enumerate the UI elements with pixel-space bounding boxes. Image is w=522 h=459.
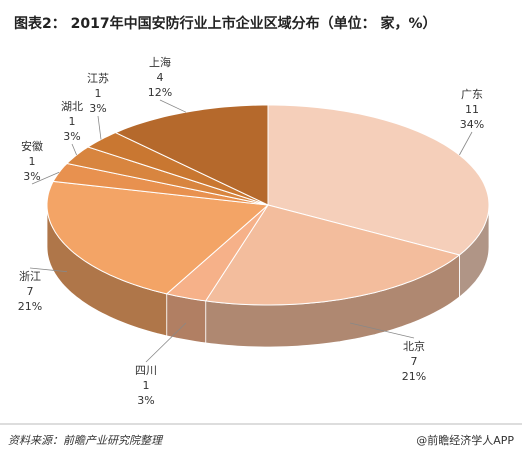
label-percent: 3%	[23, 170, 40, 183]
leader-line	[145, 322, 187, 363]
leader-line	[71, 143, 77, 156]
label-percent: 12%	[148, 86, 172, 99]
label-percent: 3%	[137, 394, 154, 407]
leader-line	[97, 115, 102, 140]
slice	[165, 204, 269, 302]
label-name: 安徽	[21, 139, 43, 153]
leader-line	[29, 267, 68, 273]
label-percent: 3%	[63, 130, 80, 143]
label-value: 7	[27, 285, 34, 298]
label-value: 1	[69, 115, 76, 128]
label-name: 上海	[149, 55, 171, 69]
label-percent: 3%	[89, 102, 106, 115]
label-percent: 34%	[460, 118, 484, 131]
label-percent: 21%	[402, 370, 426, 383]
leader-line	[459, 131, 473, 156]
leader-line	[350, 322, 415, 339]
label-value: 1	[29, 155, 36, 168]
label-value: 1	[143, 379, 150, 392]
label-value: 4	[157, 71, 164, 84]
label-name: 江苏	[87, 72, 109, 85]
label-name: 湖北	[61, 100, 83, 113]
slice	[204, 204, 461, 306]
label-name: 四川	[135, 364, 157, 377]
leader-line	[159, 99, 187, 113]
labels: 广东 11 34% 北京 7 21% 四川 1 3% 浙江 7 21% 安徽 1 3% 湖北 1 3% 江苏 1 3% 上…	[18, 55, 484, 407]
label-value: 1	[95, 87, 102, 100]
source: 资料来源：前瞻产业研究院整理	[8, 434, 164, 447]
chart-title: 图表2： 2017年中国安防行业上市企业区域分布（单位： 家，%）	[14, 15, 436, 32]
credit: @前瞻经济学人APP	[416, 433, 514, 447]
leader-line	[31, 171, 60, 185]
label-percent: 21%	[18, 300, 42, 313]
label-name: 广东	[461, 88, 483, 101]
pie	[46, 104, 490, 348]
label-value: 11	[465, 103, 479, 116]
slice	[46, 180, 270, 295]
label-name: 浙江	[19, 270, 41, 283]
label-name: 北京	[403, 339, 425, 353]
label-value: 7	[411, 355, 418, 368]
